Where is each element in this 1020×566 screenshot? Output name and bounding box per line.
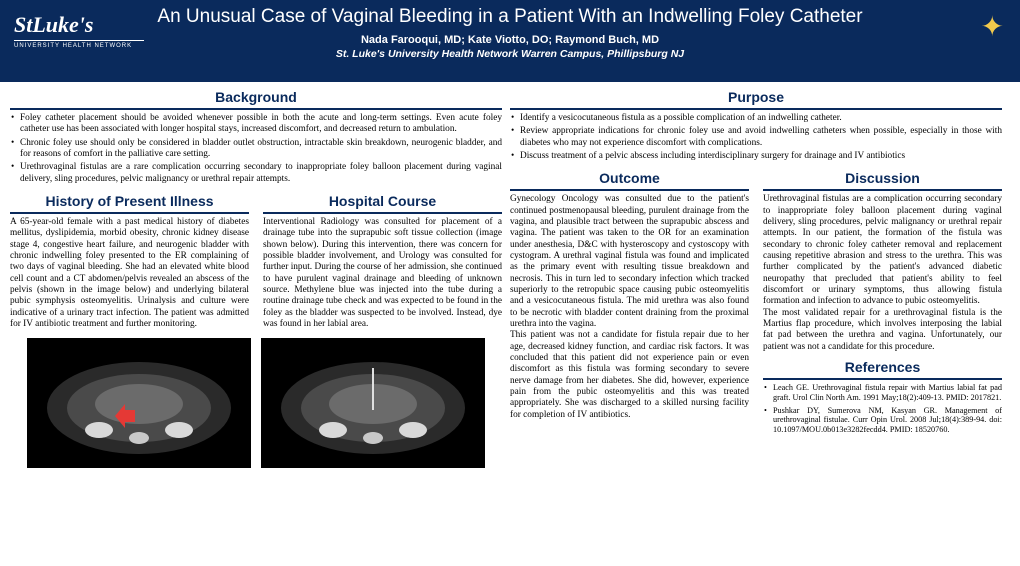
hospital-text: Interventional Radiology was consulted f… [263, 217, 502, 330]
purpose-bullet: Discuss treatment of a pelvic abscess in… [510, 151, 1002, 162]
outcome-text: Gynecology Oncology was consulted due to… [510, 194, 749, 421]
purpose-section: Purpose Identify a vesicocutaneous fistu… [510, 87, 1002, 164]
poster-authors: Nada Farooqui, MD; Kate Viotto, DO; Raym… [14, 34, 1006, 46]
ct-image-row [10, 338, 502, 468]
hospital-heading: Hospital Course [263, 191, 502, 214]
outcome-discussion-row: Outcome Gynecology Oncology was consulte… [510, 168, 1002, 438]
reference-item: Pushkar DY, Sumerova NM, Kasyan GR. Mana… [763, 406, 1002, 436]
background-bullet: Urethrovaginal fistulas are a rare compl… [10, 162, 502, 185]
outcome-heading: Outcome [510, 168, 749, 191]
background-heading: Background [10, 87, 502, 110]
left-column: Background Foley catheter placement shou… [10, 87, 502, 560]
poster-title: An Unusual Case of Vaginal Bleeding in a… [14, 6, 1006, 28]
logo-subtitle: UNIVERSITY HEALTH NETWORK [14, 40, 144, 49]
ct-image-right [261, 338, 485, 468]
discussion-section: Discussion Urethrovaginal fistulas are a… [763, 168, 1002, 353]
logo-name: StLuke's [14, 12, 144, 38]
discussion-text: Urethrovaginal fistulas are a complicati… [763, 194, 1002, 353]
references-heading: References [763, 357, 1002, 380]
hpi-section: History of Present Illness A 65-year-old… [10, 191, 249, 330]
ct-image-left [27, 338, 251, 468]
poster-body: Background Foley catheter placement shou… [0, 82, 1020, 566]
background-bullets: Foley catheter placement should be avoid… [10, 113, 502, 185]
hospital-section: Hospital Course Interventional Radiology… [263, 191, 502, 330]
purpose-bullet: Identify a vesicocutaneous fistula as a … [510, 113, 1002, 124]
references-section: References Leach GE. Urethrovaginal fist… [763, 357, 1002, 438]
hpi-hospital-row: History of Present Illness A 65-year-old… [10, 191, 502, 330]
poster-institution: St. Luke's University Health Network War… [14, 48, 1006, 60]
background-section: Background Foley catheter placement shou… [10, 87, 502, 187]
reference-item: Leach GE. Urethrovaginal fistula repair … [763, 383, 1002, 403]
background-bullet: Chronic foley use should only be conside… [10, 138, 502, 161]
outcome-section: Outcome Gynecology Oncology was consulte… [510, 168, 749, 438]
purpose-bullets: Identify a vesicocutaneous fistula as a … [510, 113, 1002, 162]
hpi-text: A 65-year-old female with a past medical… [10, 217, 249, 330]
right-column: Purpose Identify a vesicocutaneous fistu… [510, 87, 1002, 560]
logo: StLuke's UNIVERSITY HEALTH NETWORK [14, 12, 144, 49]
purpose-bullet: Review appropriate indications for chron… [510, 126, 1002, 149]
hpi-heading: History of Present Illness [10, 191, 249, 214]
star-icon: ✦ [981, 10, 1004, 44]
discussion-heading: Discussion [763, 168, 1002, 191]
references-list: Leach GE. Urethrovaginal fistula repair … [763, 383, 1002, 435]
poster-root: StLuke's UNIVERSITY HEALTH NETWORK ✦ An … [0, 0, 1020, 566]
discussion-column: Discussion Urethrovaginal fistulas are a… [763, 168, 1002, 438]
purpose-heading: Purpose [510, 87, 1002, 110]
background-bullet: Foley catheter placement should be avoid… [10, 113, 502, 136]
poster-header: StLuke's UNIVERSITY HEALTH NETWORK ✦ An … [0, 0, 1020, 82]
